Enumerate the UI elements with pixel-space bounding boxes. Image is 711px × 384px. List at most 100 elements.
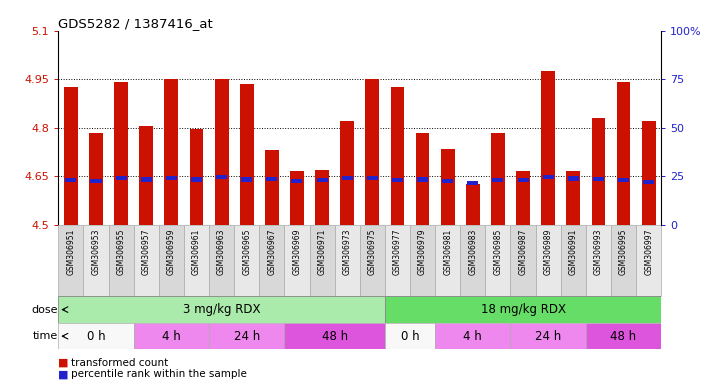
Bar	[116, 176, 127, 180]
Bar	[510, 323, 586, 349]
Bar	[611, 225, 636, 296]
Bar	[216, 175, 227, 179]
Text: 0 h: 0 h	[87, 329, 105, 343]
Text: 48 h: 48 h	[611, 329, 636, 343]
Text: GSM306953: GSM306953	[92, 228, 100, 275]
Bar	[58, 296, 385, 323]
Bar	[416, 132, 429, 225]
Bar	[392, 178, 403, 182]
Bar	[284, 323, 385, 349]
Bar	[215, 79, 228, 225]
Text: GSM306975: GSM306975	[368, 228, 377, 275]
Text: GSM306961: GSM306961	[192, 228, 201, 275]
Bar	[518, 178, 528, 182]
Bar	[510, 225, 535, 296]
Bar	[385, 225, 410, 296]
Bar	[342, 176, 353, 180]
Text: GSM306969: GSM306969	[292, 228, 301, 275]
Bar	[417, 177, 428, 182]
Bar	[83, 225, 109, 296]
Bar	[184, 225, 209, 296]
Bar	[316, 178, 328, 182]
Bar	[191, 177, 202, 182]
Bar	[466, 184, 480, 225]
Bar	[341, 121, 354, 225]
Bar	[267, 177, 277, 181]
Text: GSM306979: GSM306979	[418, 228, 427, 275]
Bar	[265, 151, 279, 225]
Text: GSM306987: GSM306987	[518, 228, 528, 275]
Text: GSM306967: GSM306967	[267, 228, 277, 275]
Text: ■: ■	[58, 358, 69, 368]
Bar	[460, 225, 486, 296]
Bar	[567, 171, 580, 225]
Text: 24 h: 24 h	[234, 329, 260, 343]
Text: transformed count: transformed count	[71, 358, 169, 368]
Bar	[643, 180, 654, 184]
Text: GSM306965: GSM306965	[242, 228, 251, 275]
Text: 48 h: 48 h	[321, 329, 348, 343]
Bar	[209, 225, 234, 296]
Bar	[435, 225, 460, 296]
Bar	[234, 225, 260, 296]
Bar	[642, 121, 656, 225]
Bar	[241, 177, 252, 182]
Bar	[435, 323, 510, 349]
Bar	[535, 225, 561, 296]
Bar	[209, 323, 284, 349]
Bar	[141, 177, 151, 182]
Text: 4 h: 4 h	[464, 329, 482, 343]
Text: GDS5282 / 1387416_at: GDS5282 / 1387416_at	[58, 17, 213, 30]
Text: GSM306951: GSM306951	[66, 228, 75, 275]
Bar	[586, 323, 661, 349]
Bar	[636, 225, 661, 296]
Bar	[493, 178, 503, 182]
Bar	[114, 83, 128, 225]
Text: time: time	[33, 331, 58, 341]
Text: GSM306957: GSM306957	[141, 228, 151, 275]
Bar	[164, 79, 178, 225]
Bar	[561, 225, 586, 296]
Text: 4 h: 4 h	[162, 329, 181, 343]
Bar	[616, 83, 631, 225]
Text: GSM306993: GSM306993	[594, 228, 603, 275]
Text: percentile rank within the sample: percentile rank within the sample	[71, 369, 247, 379]
Bar	[134, 225, 159, 296]
Bar	[491, 132, 505, 225]
Bar	[58, 225, 83, 296]
Bar	[240, 84, 254, 225]
Text: GSM306997: GSM306997	[644, 228, 653, 275]
Bar	[134, 323, 209, 349]
Bar	[64, 87, 77, 225]
Bar	[109, 225, 134, 296]
Text: 24 h: 24 h	[535, 329, 561, 343]
Text: 18 mg/kg RDX: 18 mg/kg RDX	[481, 303, 565, 316]
Bar	[292, 179, 302, 183]
Text: GSM306981: GSM306981	[443, 228, 452, 275]
Text: GSM306963: GSM306963	[217, 228, 226, 275]
Text: 0 h: 0 h	[401, 329, 419, 343]
Text: GSM306989: GSM306989	[544, 228, 552, 275]
Text: GSM306983: GSM306983	[469, 228, 477, 275]
Bar	[586, 225, 611, 296]
Bar	[89, 132, 103, 225]
Bar	[284, 225, 309, 296]
Bar	[190, 129, 203, 225]
Bar	[467, 180, 479, 185]
Bar	[260, 225, 284, 296]
Bar	[592, 118, 605, 225]
Bar	[410, 225, 435, 296]
Bar	[486, 225, 510, 296]
Bar	[290, 171, 304, 225]
Text: GSM306971: GSM306971	[318, 228, 326, 275]
Bar	[367, 176, 378, 180]
Text: GSM306973: GSM306973	[343, 228, 352, 275]
Text: GSM306985: GSM306985	[493, 228, 503, 275]
Text: GSM306959: GSM306959	[167, 228, 176, 275]
Bar	[441, 149, 454, 225]
Bar	[335, 225, 360, 296]
Bar	[390, 87, 405, 225]
Bar	[542, 175, 554, 179]
Bar	[90, 179, 102, 183]
Bar	[618, 178, 629, 182]
